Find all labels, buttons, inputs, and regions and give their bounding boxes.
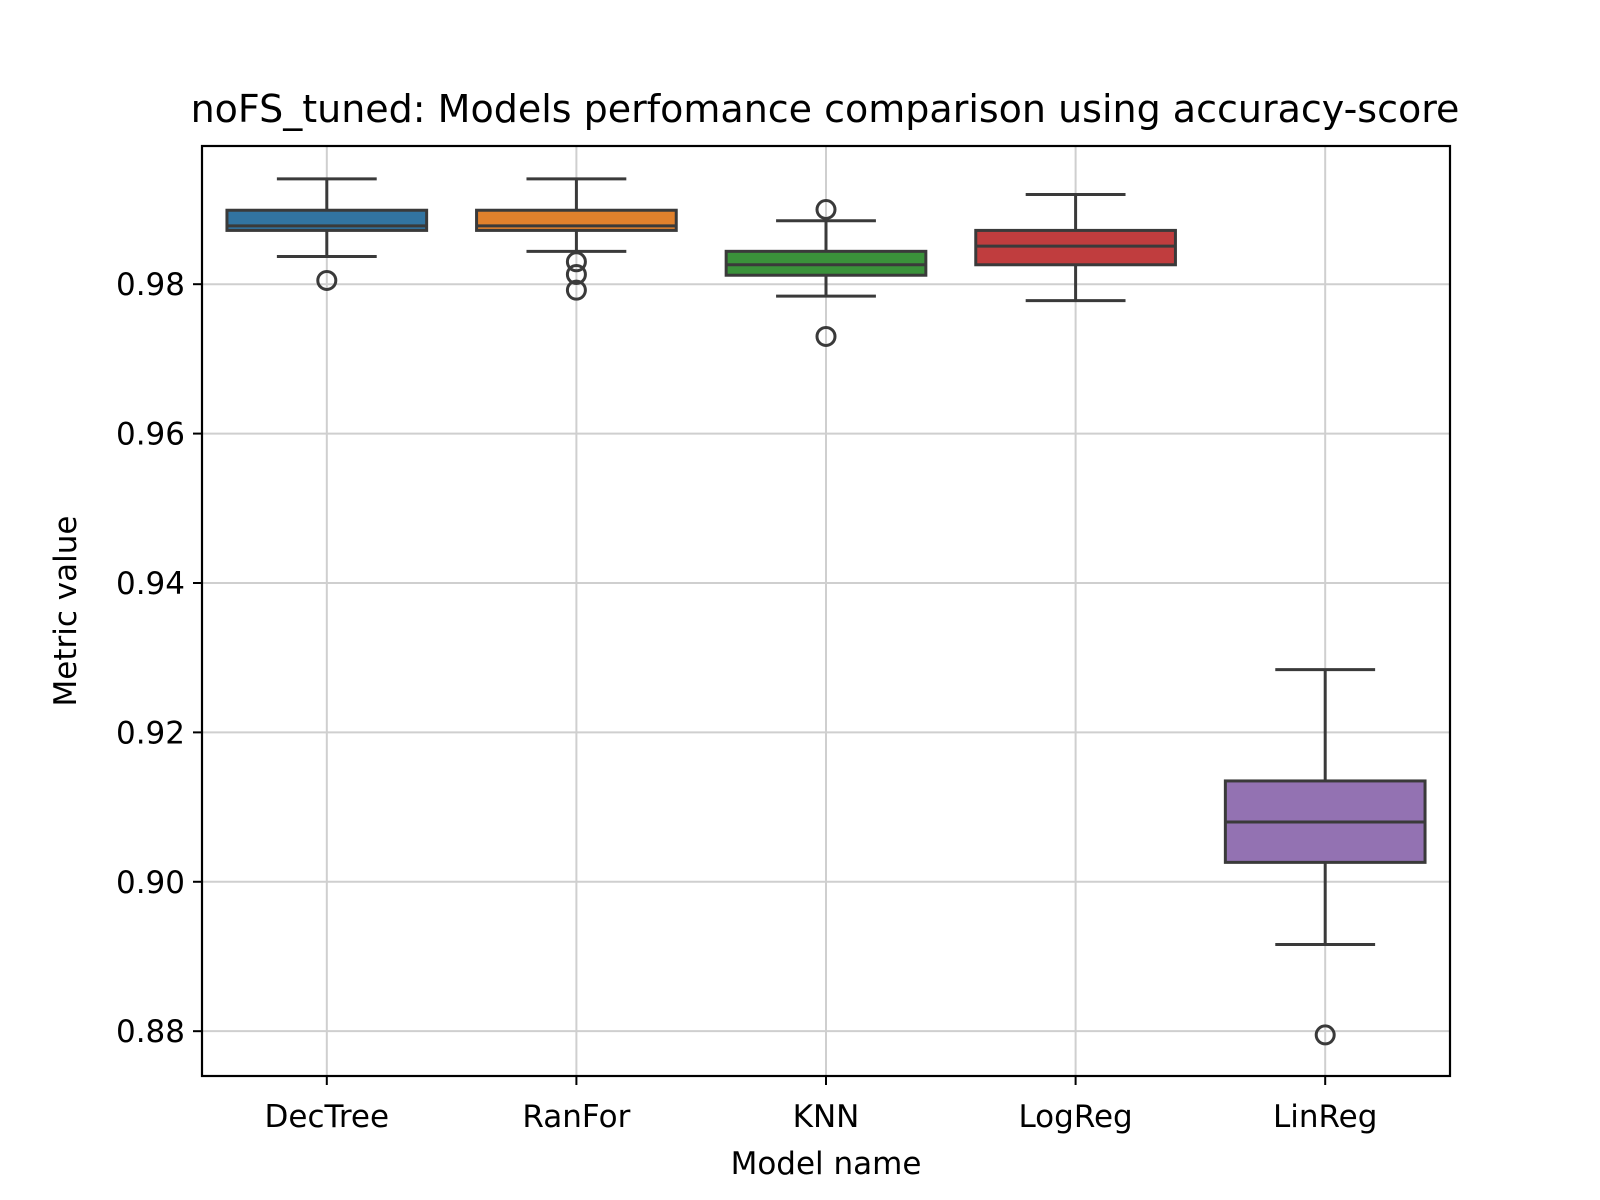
outlier-point: [565, 263, 587, 285]
x-tick-label: LogReg: [1018, 1099, 1132, 1135]
outlier-point: [1314, 1024, 1336, 1046]
box-group-logreg: [974, 193, 1177, 303]
outlier-point: [565, 251, 587, 273]
y-tick-label: 0.90: [116, 865, 185, 901]
x-tick-label: DecTree: [265, 1099, 390, 1135]
x-tick-label: RanFor: [522, 1099, 630, 1135]
y-axis-ticks: 0.88 0.90 0.92 0.94 0.96 0.98: [116, 267, 202, 1050]
chart-title: noFS_tuned: Models perfomance comparison…: [191, 87, 1460, 131]
outlier-point: [815, 198, 837, 220]
box-group-linreg: [1223, 668, 1427, 1046]
x-tick-label: LinReg: [1273, 1099, 1377, 1135]
y-tick-label: 0.96: [116, 417, 185, 453]
y-tick-label: 0.98: [116, 267, 185, 303]
box-plot-series: [225, 177, 1427, 1046]
y-axis-label: Metric value: [48, 516, 84, 707]
outlier-point: [565, 279, 587, 301]
x-axis-label: Model name: [731, 1146, 922, 1182]
outlier-point: [815, 325, 837, 347]
box-group-dectree: [225, 177, 429, 291]
outlier-point: [316, 269, 338, 291]
y-tick-label: 0.94: [116, 566, 185, 602]
y-tick-label: 0.92: [116, 715, 185, 751]
x-axis-ticks: DecTree RanFor KNN LogReg LinReg: [265, 1076, 1377, 1135]
box-group-knn: [724, 198, 928, 347]
x-tick-label: KNN: [793, 1099, 860, 1135]
y-tick-label: 0.88: [116, 1014, 185, 1050]
box-group-ranfor: [475, 177, 678, 301]
